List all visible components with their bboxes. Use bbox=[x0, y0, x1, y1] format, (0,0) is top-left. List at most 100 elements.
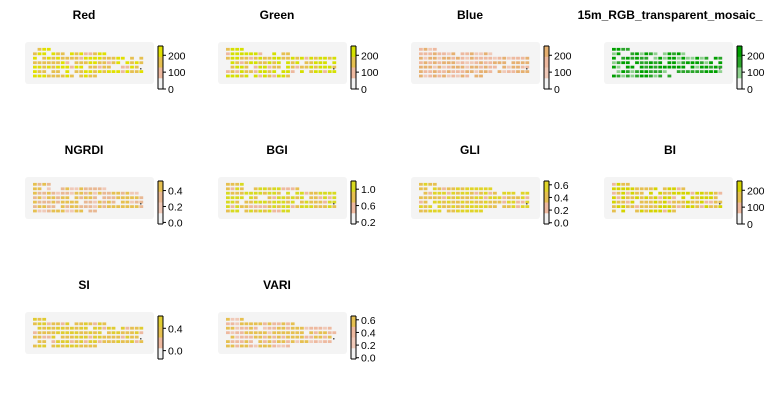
raster-cell bbox=[520, 191, 525, 195]
raster-cell bbox=[483, 52, 488, 56]
raster-cell bbox=[93, 335, 97, 339]
raster-cell bbox=[699, 61, 704, 65]
raster-cell bbox=[107, 340, 111, 343]
raster-cell bbox=[502, 191, 507, 195]
legend-swatch bbox=[158, 81, 163, 86]
raster-cell bbox=[74, 205, 79, 208]
raster-cell bbox=[465, 200, 470, 204]
raster-cell bbox=[511, 200, 516, 204]
raster-cell bbox=[272, 187, 277, 191]
raster-cell bbox=[286, 335, 290, 339]
raster-cell bbox=[644, 70, 649, 73]
legend-tick-label: 0.0 bbox=[361, 353, 376, 365]
raster-cell bbox=[474, 187, 479, 191]
raster-cell bbox=[474, 191, 479, 195]
raster-cell bbox=[290, 335, 295, 339]
raster-cell bbox=[419, 61, 423, 65]
raster-cell bbox=[667, 65, 672, 69]
raster-cell bbox=[327, 335, 332, 339]
raster-cell bbox=[253, 191, 258, 195]
raster-cell bbox=[107, 335, 111, 339]
raster-cell bbox=[125, 196, 130, 200]
raster-cell bbox=[327, 196, 332, 200]
raster-cell bbox=[309, 326, 314, 330]
raster-cell bbox=[97, 326, 102, 330]
raster-cell bbox=[79, 187, 84, 191]
raster-cell bbox=[313, 205, 318, 208]
raster-cell bbox=[56, 326, 60, 330]
raster-cell bbox=[456, 196, 460, 200]
raster-cell bbox=[493, 61, 497, 65]
raster-cell bbox=[304, 191, 309, 195]
raster-cell bbox=[290, 61, 295, 65]
raster-cell bbox=[258, 74, 263, 78]
raster-cell bbox=[74, 331, 79, 335]
raster-cell bbox=[295, 326, 300, 330]
raster-cell bbox=[111, 335, 116, 339]
raster-cell bbox=[134, 65, 139, 69]
legend-swatch bbox=[737, 74, 742, 79]
raster-cell bbox=[525, 200, 530, 204]
raster-cell bbox=[493, 191, 497, 195]
raster-cell bbox=[93, 196, 97, 200]
raster-cell bbox=[300, 200, 304, 204]
legend-swatch bbox=[351, 85, 356, 90]
raster-cell bbox=[323, 331, 327, 335]
raster-cell bbox=[56, 196, 60, 200]
legend-swatch bbox=[737, 71, 742, 75]
raster-cell bbox=[304, 56, 309, 60]
legend-tick-label: 100 bbox=[554, 67, 572, 79]
raster-cell bbox=[630, 74, 635, 78]
raster-cell bbox=[437, 65, 442, 69]
raster-cell bbox=[667, 205, 672, 208]
raster-cell bbox=[93, 65, 97, 69]
raster-cell bbox=[309, 200, 314, 204]
raster-cell bbox=[235, 344, 240, 348]
raster-cell bbox=[442, 56, 446, 60]
legend-swatch bbox=[351, 53, 356, 58]
raster-cell bbox=[107, 331, 111, 335]
raster-cell bbox=[235, 52, 240, 56]
raster-cell bbox=[616, 52, 621, 56]
raster-cell bbox=[239, 61, 244, 65]
raster-cell bbox=[74, 200, 79, 204]
raster-cell bbox=[230, 344, 235, 348]
legend-swatch bbox=[737, 181, 742, 185]
raster-cell bbox=[630, 56, 635, 60]
raster-cell bbox=[419, 187, 423, 191]
raster-cell bbox=[33, 187, 37, 191]
raster-cell bbox=[230, 191, 235, 195]
raster-cell bbox=[88, 61, 93, 65]
raster-cell bbox=[107, 61, 111, 65]
legend-swatch bbox=[351, 319, 356, 324]
raster-cell bbox=[286, 65, 290, 69]
raster-cell bbox=[525, 191, 530, 195]
raster-cell bbox=[79, 209, 84, 213]
raster-cell bbox=[690, 200, 695, 204]
raster-cell bbox=[658, 196, 663, 200]
raster-cell bbox=[281, 344, 286, 348]
raster-cell bbox=[93, 340, 97, 343]
legend-tick-label: 100 bbox=[747, 202, 765, 214]
raster-cell bbox=[437, 187, 442, 191]
raster-cell bbox=[42, 322, 47, 326]
legend-swatch bbox=[158, 53, 163, 58]
raster-cell bbox=[56, 70, 60, 73]
raster-cell bbox=[83, 70, 88, 73]
raster-cell bbox=[276, 187, 281, 191]
raster-cell bbox=[704, 70, 709, 73]
raster-cell bbox=[520, 205, 525, 208]
raster-cell bbox=[230, 200, 235, 204]
raster-cell bbox=[93, 191, 97, 195]
legend-tick-label: 100 bbox=[168, 67, 186, 79]
raster-cell bbox=[437, 191, 442, 195]
raster-cell bbox=[56, 65, 60, 69]
raster-cell bbox=[662, 187, 667, 191]
raster-cell bbox=[281, 209, 286, 213]
raster-cell bbox=[649, 61, 653, 65]
raster-cell bbox=[672, 205, 676, 208]
raster-cell bbox=[74, 340, 79, 343]
raster-cell bbox=[323, 70, 327, 73]
raster-cell bbox=[267, 61, 272, 65]
legend-swatch bbox=[351, 213, 356, 218]
